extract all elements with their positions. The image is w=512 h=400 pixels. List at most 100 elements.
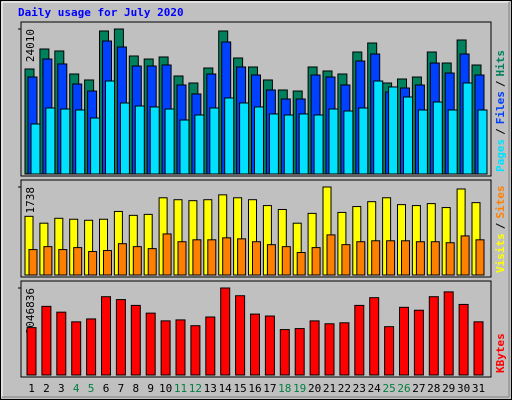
x-tick-label: 1 [28, 382, 35, 395]
bar [224, 97, 235, 175]
x-tick-label: 6 [103, 382, 110, 395]
bar [268, 113, 279, 175]
bar [294, 328, 305, 376]
bar [237, 238, 247, 276]
x-tick-label: 31 [472, 382, 485, 395]
x-tick-label: 7 [118, 382, 125, 395]
x-tick-label: 16 [248, 382, 261, 395]
legend-entry: Visits [494, 233, 507, 273]
bar [458, 303, 469, 376]
bar [254, 106, 264, 175]
bar [281, 246, 291, 276]
x-tick-label: 26 [397, 382, 410, 395]
legend-entry: Hits [494, 50, 507, 77]
bar [252, 241, 261, 276]
bar [56, 311, 67, 376]
bar [403, 96, 413, 175]
bar [222, 237, 232, 276]
bar [160, 320, 171, 376]
bar [71, 321, 82, 376]
x-tick-label: 17 [263, 382, 276, 395]
x-tick-label: 24 [368, 382, 382, 395]
bar [417, 109, 428, 175]
bar [460, 235, 470, 276]
bar [119, 102, 130, 175]
bar [386, 240, 396, 276]
bar [164, 108, 175, 175]
bar [401, 240, 410, 276]
bar [145, 312, 156, 376]
x-tick-label: 2 [43, 382, 50, 395]
legend: Pages / Files / Hits [494, 50, 507, 172]
bar [220, 287, 231, 376]
bar [177, 241, 187, 276]
legend: Visits / Sites [494, 186, 507, 274]
x-tick-label: 30 [457, 382, 470, 395]
x-tick-label: 13 [204, 382, 217, 395]
bar [30, 123, 41, 175]
bar [356, 241, 366, 276]
bar [311, 247, 321, 276]
bar [117, 243, 127, 276]
bar [175, 319, 186, 376]
legend-entry: Sites [494, 186, 507, 219]
bar [313, 114, 324, 175]
x-tick-label: 28 [427, 382, 440, 395]
bar [443, 291, 454, 376]
x-tick-label: 8 [132, 382, 139, 395]
bar [162, 233, 172, 276]
bar [324, 323, 335, 376]
x-tick-label: 23 [353, 382, 366, 395]
legend-separator: / [494, 128, 507, 135]
bar [130, 304, 141, 376]
bar [326, 234, 336, 276]
bar [132, 246, 142, 276]
bar [239, 102, 250, 175]
bar [147, 248, 157, 276]
bar [250, 313, 260, 376]
x-tick-label: 12 [189, 382, 202, 395]
bar [309, 320, 320, 376]
bar [205, 316, 216, 376]
bar [413, 309, 424, 376]
bar [73, 247, 83, 276]
bar [473, 321, 484, 376]
bar [190, 325, 201, 376]
x-tick-label: 14 [219, 382, 233, 395]
bar [296, 252, 306, 276]
bar [101, 296, 111, 376]
legend-entry: KBytes [494, 333, 507, 373]
bar [105, 80, 115, 175]
bar [266, 244, 276, 276]
bar [373, 80, 384, 175]
x-tick-label: 11 [174, 382, 187, 395]
legend: KBytes [494, 333, 507, 373]
bar [384, 326, 395, 376]
bar [235, 295, 246, 376]
y-tick-label: 1738 [24, 187, 37, 214]
bar [194, 114, 205, 175]
bar [475, 239, 485, 276]
bar [90, 117, 101, 175]
bar [341, 244, 351, 276]
bar [279, 329, 290, 376]
bar [26, 327, 37, 376]
bar [45, 107, 56, 175]
x-tick-label: 3 [58, 382, 65, 395]
bar [264, 315, 275, 376]
bar [134, 105, 145, 175]
bar [447, 109, 458, 175]
x-tick-label: 25 [382, 382, 395, 395]
x-tick-label: 5 [88, 382, 95, 395]
bar [75, 109, 86, 175]
bar [103, 250, 112, 276]
x-tick-label: 4 [73, 382, 80, 395]
x-tick-label: 22 [338, 382, 351, 395]
bar [432, 101, 443, 175]
bar [399, 306, 409, 376]
bar [388, 86, 399, 175]
x-tick-label: 15 [233, 382, 246, 395]
y-tick-label: 24010 [24, 29, 37, 62]
bar [358, 107, 369, 175]
